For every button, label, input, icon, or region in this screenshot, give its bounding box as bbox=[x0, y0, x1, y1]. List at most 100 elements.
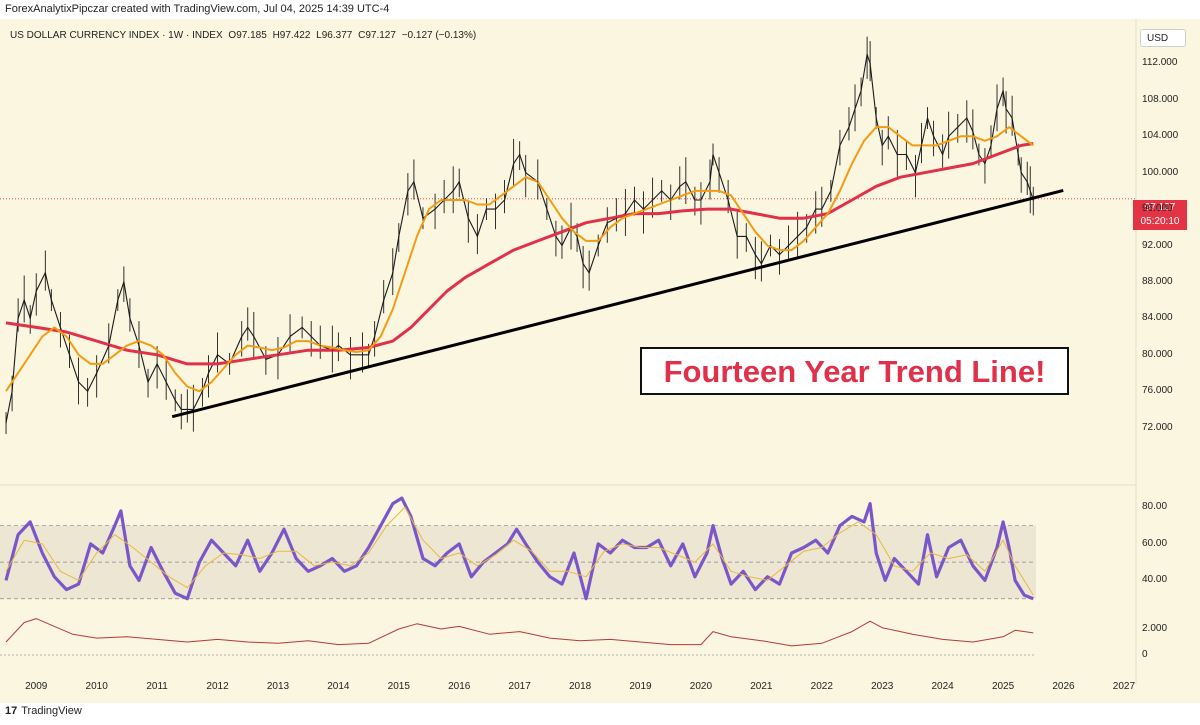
price-point bbox=[383, 299, 385, 301]
price-point bbox=[35, 290, 37, 292]
price-point bbox=[709, 181, 711, 183]
price-point bbox=[467, 217, 469, 219]
price-point bbox=[108, 345, 110, 347]
price-point bbox=[23, 299, 25, 301]
last-price-value: 97.127 bbox=[1144, 202, 1176, 213]
legend-low: L96.377 bbox=[316, 30, 353, 41]
x-tick-label: 2011 bbox=[146, 681, 168, 692]
price-point bbox=[942, 153, 944, 156]
price-point bbox=[866, 53, 868, 55]
price-y-tick-label: 96.000 bbox=[1142, 203, 1173, 215]
price-point bbox=[165, 381, 167, 383]
tradingview-footer[interactable]: 17 TradingView bbox=[5, 705, 82, 717]
rsi-y-tick-label: 80.00 bbox=[1142, 501, 1168, 513]
price-point bbox=[745, 235, 747, 237]
price-point bbox=[990, 144, 992, 146]
price-point bbox=[854, 108, 856, 110]
price-point bbox=[337, 345, 339, 347]
price-y-tick-label: 104.000 bbox=[1142, 130, 1179, 142]
price-point bbox=[68, 354, 71, 356]
price-point bbox=[413, 181, 415, 183]
price-point bbox=[570, 226, 572, 228]
price-point bbox=[957, 126, 959, 128]
price-point bbox=[869, 62, 871, 65]
price-point bbox=[848, 126, 850, 128]
price-point bbox=[476, 235, 478, 237]
price-point bbox=[117, 299, 119, 301]
price-point bbox=[503, 199, 506, 201]
price-point bbox=[597, 244, 599, 247]
trend-line bbox=[171, 188, 1064, 419]
symbol-title[interactable]: US DOLLAR CURRENCY INDEX · 1W · INDEX bbox=[10, 30, 223, 41]
price-y-tick-label: 76.000 bbox=[1142, 385, 1173, 397]
price-point bbox=[932, 135, 935, 137]
price-point bbox=[787, 244, 790, 247]
price-point bbox=[769, 244, 772, 247]
price-point bbox=[29, 317, 31, 319]
price-point bbox=[972, 131, 974, 133]
price-point bbox=[778, 254, 781, 256]
chart-canvas[interactable] bbox=[0, 19, 1200, 703]
chart-credit-header: ForexAnalytixPipczar created with Tradin… bbox=[5, 3, 390, 15]
price-point bbox=[754, 254, 756, 256]
x-tick-label: 2017 bbox=[508, 681, 531, 692]
price-point bbox=[830, 190, 832, 192]
price-point bbox=[17, 317, 19, 319]
chart-area[interactable]: US DOLLAR CURRENCY INDEX · 1W · INDEX O9… bbox=[0, 19, 1200, 703]
price-point bbox=[1005, 108, 1007, 110]
price-point bbox=[525, 172, 527, 174]
price-point bbox=[920, 144, 923, 146]
price-point bbox=[241, 335, 243, 338]
price-point bbox=[914, 172, 917, 174]
price-point bbox=[679, 185, 681, 187]
price-point bbox=[452, 190, 454, 192]
x-tick-label: 2016 bbox=[448, 681, 471, 692]
price-y-tick-label: 80.000 bbox=[1142, 348, 1173, 360]
price-point bbox=[265, 358, 267, 360]
rsi-signal-series bbox=[5, 506, 1034, 596]
price-point bbox=[59, 326, 62, 329]
x-tick-label: 2023 bbox=[871, 681, 894, 692]
price-point bbox=[1026, 181, 1028, 183]
price-point bbox=[1020, 172, 1022, 174]
price-point bbox=[1002, 90, 1004, 92]
price-point bbox=[77, 381, 80, 383]
price-point bbox=[582, 263, 584, 265]
price-point bbox=[1011, 117, 1013, 119]
price-y-tick-label: 88.000 bbox=[1142, 275, 1173, 287]
currency-button[interactable]: USD bbox=[1140, 29, 1186, 47]
tradingview-brand: TradingView bbox=[21, 705, 82, 717]
price-point bbox=[207, 372, 210, 374]
price-point bbox=[129, 317, 131, 319]
price-point bbox=[642, 208, 645, 210]
price-point bbox=[422, 217, 424, 219]
price-point bbox=[407, 190, 409, 192]
price-point bbox=[398, 235, 400, 237]
price-point bbox=[96, 372, 98, 374]
price-point bbox=[201, 390, 204, 392]
price-point bbox=[727, 199, 729, 201]
price-point bbox=[5, 422, 7, 424]
bar-countdown: 05:20:10 bbox=[1140, 216, 1180, 227]
price-point bbox=[685, 181, 687, 183]
price-point bbox=[310, 335, 312, 338]
price-point bbox=[700, 199, 702, 201]
price-point bbox=[561, 244, 563, 247]
price-point bbox=[966, 117, 968, 119]
price-point bbox=[615, 217, 617, 219]
price-point bbox=[186, 408, 188, 410]
x-tick-label: 2027 bbox=[1112, 681, 1136, 692]
legend-close: C97.127 bbox=[358, 30, 396, 41]
price-point bbox=[651, 199, 654, 201]
price-point bbox=[374, 335, 376, 338]
x-tick-label: 2026 bbox=[1052, 681, 1075, 692]
ma-fast-series bbox=[5, 126, 1034, 393]
x-tick-label: 2025 bbox=[991, 681, 1015, 692]
price-point bbox=[319, 345, 321, 347]
price-point bbox=[216, 354, 219, 356]
price-point bbox=[180, 408, 182, 410]
price-point bbox=[815, 208, 817, 210]
price-point bbox=[905, 153, 907, 156]
price-point bbox=[606, 222, 608, 224]
x-tick-label: 2015 bbox=[387, 681, 410, 692]
